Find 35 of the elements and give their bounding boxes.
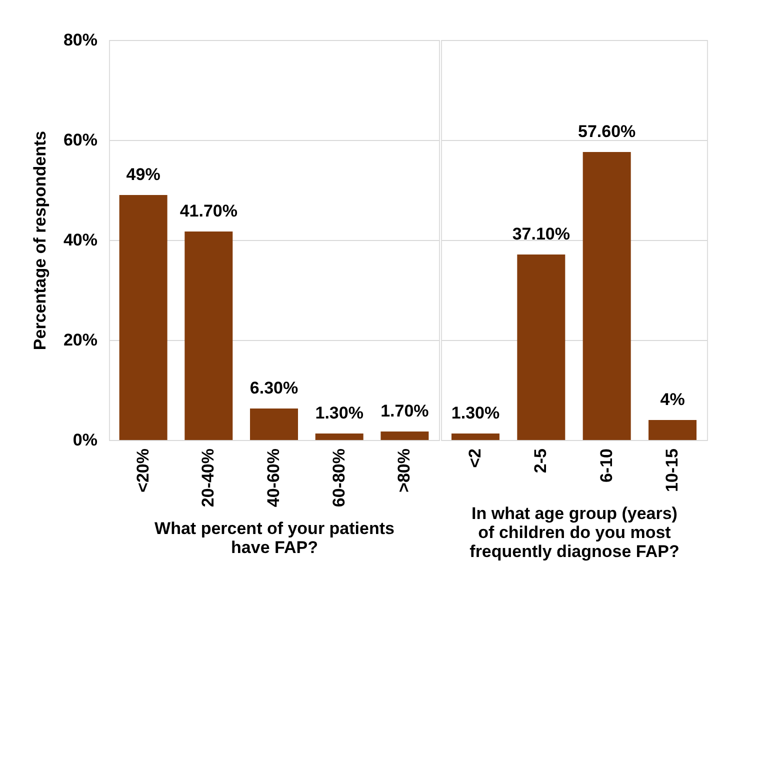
bar <box>250 408 298 440</box>
bar <box>315 434 364 440</box>
x-tick-label: 2-5 <box>531 448 550 474</box>
x-tick-label: <2 <box>465 448 484 468</box>
x-axis-title: What percent of your patients have FAP? <box>154 519 394 558</box>
x-axis-title: In what age group (years) of children do you most frequently diagnose FAP? <box>470 504 680 561</box>
bar <box>119 195 168 440</box>
x-tick-label: <20% <box>133 448 152 492</box>
bar <box>517 254 566 440</box>
y-tick-label: 80% <box>63 30 98 50</box>
data-label: 57.60% <box>578 122 636 141</box>
y-axis-title: Percentage of respondents <box>30 130 50 350</box>
data-label: 1.70% <box>380 402 429 420</box>
data-label: 1.30% <box>451 404 500 422</box>
bar <box>184 232 233 440</box>
y-tick-label: 0% <box>72 430 98 450</box>
bar <box>582 152 631 440</box>
x-tick-label: 6-10 <box>596 448 616 483</box>
y-tick-label: 40% <box>63 230 98 250</box>
x-tick-label: 10-15 <box>662 448 682 492</box>
bar <box>380 432 429 440</box>
x-tick-label: 60-80% <box>329 448 348 508</box>
data-label: 6.30% <box>250 378 298 398</box>
bar <box>648 420 697 440</box>
y-tick-label: 60% <box>63 130 98 150</box>
data-label: 4% <box>660 390 685 409</box>
data-label: 41.70% <box>180 202 238 220</box>
bar <box>451 434 500 440</box>
x-tick-label: >80% <box>394 448 414 492</box>
x-tick-label: 20-40% <box>198 448 218 508</box>
data-label: 37.10% <box>512 224 570 244</box>
x-tick-label: 40-60% <box>264 448 283 508</box>
y-tick-label: 20% <box>63 330 98 350</box>
data-label: 49% <box>126 165 160 184</box>
data-label: 1.30% <box>315 404 364 422</box>
